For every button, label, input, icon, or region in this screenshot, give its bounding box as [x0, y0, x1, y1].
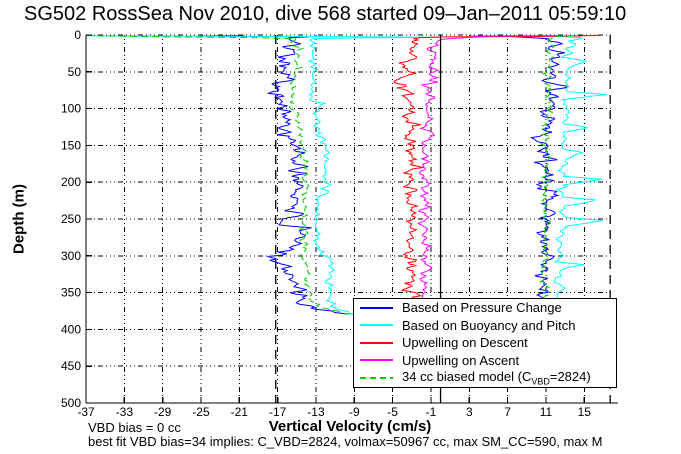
x-tick-label: -9 — [349, 405, 360, 419]
x-tick-label: -25 — [192, 405, 210, 419]
legend-entry-label: Upwelling on Descent — [402, 335, 528, 351]
y-tick-label: 100 — [61, 102, 81, 116]
x-axis-label: Vertical Velocity (cm/s) — [268, 418, 432, 435]
x-tick-label: -37 — [77, 405, 95, 419]
x-tick-label: -5 — [387, 405, 398, 419]
series-based-on-pressure-change — [200, 35, 569, 315]
y-tick-label: 400 — [61, 322, 81, 336]
legend-entry-label: Based on Buoyancy and Pitch — [402, 317, 576, 333]
series-based-on-buoyancy-and-pitch — [85, 34, 608, 315]
y-tick-label: 200 — [61, 175, 81, 189]
series-upwelling-on-ascent — [415, 35, 563, 314]
legend-entry-label: Based on Pressure Change — [402, 300, 562, 316]
y-tick-label: 500 — [61, 396, 81, 410]
y-axis-label: Depth (m) — [10, 184, 28, 254]
x-tick-label: 11 — [540, 405, 553, 419]
y-tick-label: 50 — [68, 65, 82, 79]
x-tick-label: 15 — [578, 405, 592, 419]
legend-entry-label: Upwelling on Ascent — [402, 352, 520, 368]
x-tick-label: -17 — [269, 405, 287, 419]
legend-entry-buoyancy-pitch: Based on Buoyancy and Pitch — [354, 317, 616, 335]
legend-entry-pressure-change: Based on Pressure Change — [354, 299, 616, 317]
y-tick-label: 250 — [61, 212, 81, 226]
vbd-bias-note: VBD bias = 0 cc — [88, 420, 181, 435]
legend-line-sample-cyan — [360, 324, 393, 327]
x-tick-label: 7 — [504, 405, 511, 419]
legend-entry-label: 34 cc biased model (CVBD=2824) — [402, 368, 591, 387]
best-fit-note: best fit VBD bias=34 implies: C_VBD=2824… — [88, 434, 603, 449]
legend-line-sample-red — [360, 341, 393, 344]
y-tick-label: 0 — [74, 28, 81, 42]
series-upwelling-on-descent — [393, 34, 601, 314]
x-tick-label: -33 — [116, 405, 134, 419]
legend-entry-upwelling-ascent: Upwelling on Ascent — [354, 352, 616, 370]
x-tick-label: -13 — [307, 405, 325, 419]
figure-title: SG502 RossSea Nov 2010, dive 568 started… — [24, 3, 627, 25]
y-tick-label: 350 — [61, 286, 81, 300]
y-tick-label: 150 — [61, 138, 81, 152]
x-tick-label: -29 — [154, 405, 172, 419]
x-tick-label: -21 — [231, 405, 249, 419]
legend-line-sample-green-dashed — [360, 376, 393, 379]
legend-line-sample-magenta — [360, 359, 393, 362]
legend: Based on Pressure Change Based on Buoyan… — [353, 298, 617, 388]
legend-line-sample-blue — [360, 306, 393, 309]
x-tick-label: 3 — [466, 405, 473, 419]
x-tick-label: -1 — [426, 405, 437, 419]
y-tick-label: 450 — [61, 359, 81, 373]
legend-entry-biased-model: 34 cc biased model (CVBD=2824) — [354, 369, 616, 387]
legend-entry-upwelling-descent: Upwelling on Descent — [354, 334, 616, 352]
series-34-cc-biased-model-c-vbd-2824- — [86, 34, 578, 315]
y-tick-label: 300 — [61, 249, 81, 263]
